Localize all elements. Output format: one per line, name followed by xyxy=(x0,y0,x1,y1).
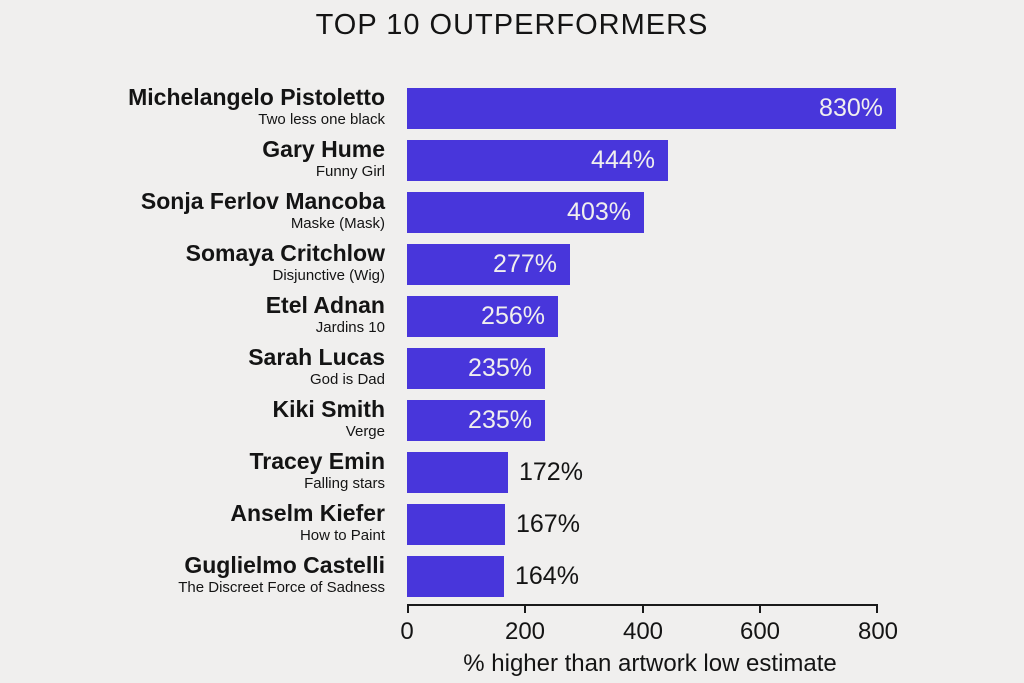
chart-row: Gary Hume Funny Girl 444% xyxy=(0,134,1024,186)
artwork-title: Jardins 10 xyxy=(315,318,385,336)
axis-tick-label: 400 xyxy=(622,618,664,645)
value-label: 403% xyxy=(567,197,631,226)
chart-row: Guglielmo Castelli The Discreet Force of … xyxy=(0,550,1024,602)
value-label: 172% xyxy=(519,457,583,486)
chart-title: TOP 10 OUTPERFORMERS xyxy=(315,9,709,41)
value-label: 444% xyxy=(591,145,655,174)
artist-name: Guglielmo Castelli xyxy=(184,552,385,579)
axis-tick-mark xyxy=(407,606,409,613)
chart-row: Anselm Kiefer How to Paint 167% xyxy=(0,498,1024,550)
artist-name: Somaya Critchlow xyxy=(185,240,385,267)
value-label: 164% xyxy=(515,561,579,590)
row-labels: Sarah Lucas God is Dad xyxy=(0,344,407,389)
bar-zone: 277% xyxy=(407,243,1024,285)
value-label: 277% xyxy=(493,249,557,278)
artwork-title: Disjunctive (Wig) xyxy=(272,266,385,284)
axis-tick-mark xyxy=(876,606,878,613)
bar-zone: 830% xyxy=(407,87,1024,129)
artist-name: Michelangelo Pistoletto xyxy=(128,84,385,111)
artist-name: Gary Hume xyxy=(262,136,385,163)
bar-zone: 235% xyxy=(407,347,1024,389)
x-axis: 0 200 400 600 800 xyxy=(400,604,898,645)
value-label: 256% xyxy=(481,301,545,330)
chart-row: Tracey Emin Falling stars 172% xyxy=(0,446,1024,498)
row-labels: Somaya Critchlow Disjunctive (Wig) xyxy=(0,240,407,285)
row-labels: Etel Adnan Jardins 10 xyxy=(0,292,407,337)
value-label: 167% xyxy=(516,509,580,538)
artist-name: Kiki Smith xyxy=(272,396,385,423)
bar-zone: 235% xyxy=(407,399,1024,441)
artwork-title: God is Dad xyxy=(309,370,385,388)
row-labels: Kiki Smith Verge xyxy=(0,396,407,441)
row-labels: Tracey Emin Falling stars xyxy=(0,448,407,493)
chart-row: Sonja Ferlov Mancoba Maske (Mask) 403% xyxy=(0,186,1024,238)
artwork-title: Two less one black xyxy=(258,110,385,128)
axis-tick-label: 0 xyxy=(400,618,414,645)
artwork-title: Falling stars xyxy=(304,474,385,492)
value-label: 235% xyxy=(468,353,532,382)
artist-name: Sonja Ferlov Mancoba xyxy=(140,188,385,215)
bar: 403% xyxy=(407,191,644,233)
bar-zone: 403% xyxy=(407,191,1024,233)
row-labels: Sonja Ferlov Mancoba Maske (Mask) xyxy=(0,188,407,233)
chart-row: Michelangelo Pistoletto Two less one blac… xyxy=(0,82,1024,134)
axis-tick-mark xyxy=(642,606,644,613)
bar xyxy=(407,503,505,545)
row-labels: Gary Hume Funny Girl xyxy=(0,136,407,181)
axis-tick-label: 800 xyxy=(857,618,899,645)
axis-tick-mark xyxy=(524,606,526,613)
bar: 444% xyxy=(407,139,668,181)
bar-rows: Michelangelo Pistoletto Two less one blac… xyxy=(0,82,1024,602)
chart-row: Etel Adnan Jardins 10 256% xyxy=(0,290,1024,342)
artist-name: Sarah Lucas xyxy=(248,344,385,371)
artist-name: Tracey Emin xyxy=(249,448,385,475)
bar xyxy=(407,555,504,597)
row-labels: Guglielmo Castelli The Discreet Force of … xyxy=(0,552,407,597)
bar xyxy=(407,451,508,493)
bar: 235% xyxy=(407,399,545,441)
artwork-title: The Discreet Force of Sadness xyxy=(178,578,385,596)
artwork-title: How to Paint xyxy=(299,526,385,544)
x-axis-label: % higher than artwork low estimate xyxy=(463,650,837,677)
axis-tick-label: 600 xyxy=(739,618,781,645)
value-label: 235% xyxy=(468,405,532,434)
bar: 256% xyxy=(407,295,558,337)
value-label: 830% xyxy=(819,93,883,122)
artist-name: Etel Adnan xyxy=(265,292,385,319)
chart-row: Kiki Smith Verge 235% xyxy=(0,394,1024,446)
bar-zone: 164% xyxy=(407,555,1024,597)
bar-zone: 444% xyxy=(407,139,1024,181)
bar: 235% xyxy=(407,347,545,389)
chart-row: Sarah Lucas God is Dad 235% xyxy=(0,342,1024,394)
bar: 830% xyxy=(407,87,896,129)
row-labels: Anselm Kiefer How to Paint xyxy=(0,500,407,545)
chart-row: Somaya Critchlow Disjunctive (Wig) 277% xyxy=(0,238,1024,290)
artwork-title: Verge xyxy=(345,422,385,440)
bar-zone: 167% xyxy=(407,503,1024,545)
bar: 277% xyxy=(407,243,570,285)
bar-zone: 256% xyxy=(407,295,1024,337)
bar-zone: 172% xyxy=(407,451,1024,493)
artwork-title: Funny Girl xyxy=(315,162,385,180)
artwork-title: Maske (Mask) xyxy=(290,214,385,232)
artist-name: Anselm Kiefer xyxy=(230,500,385,527)
axis-tick-label: 200 xyxy=(504,618,546,645)
axis-tick-mark xyxy=(759,606,761,613)
row-labels: Michelangelo Pistoletto Two less one blac… xyxy=(0,84,407,129)
